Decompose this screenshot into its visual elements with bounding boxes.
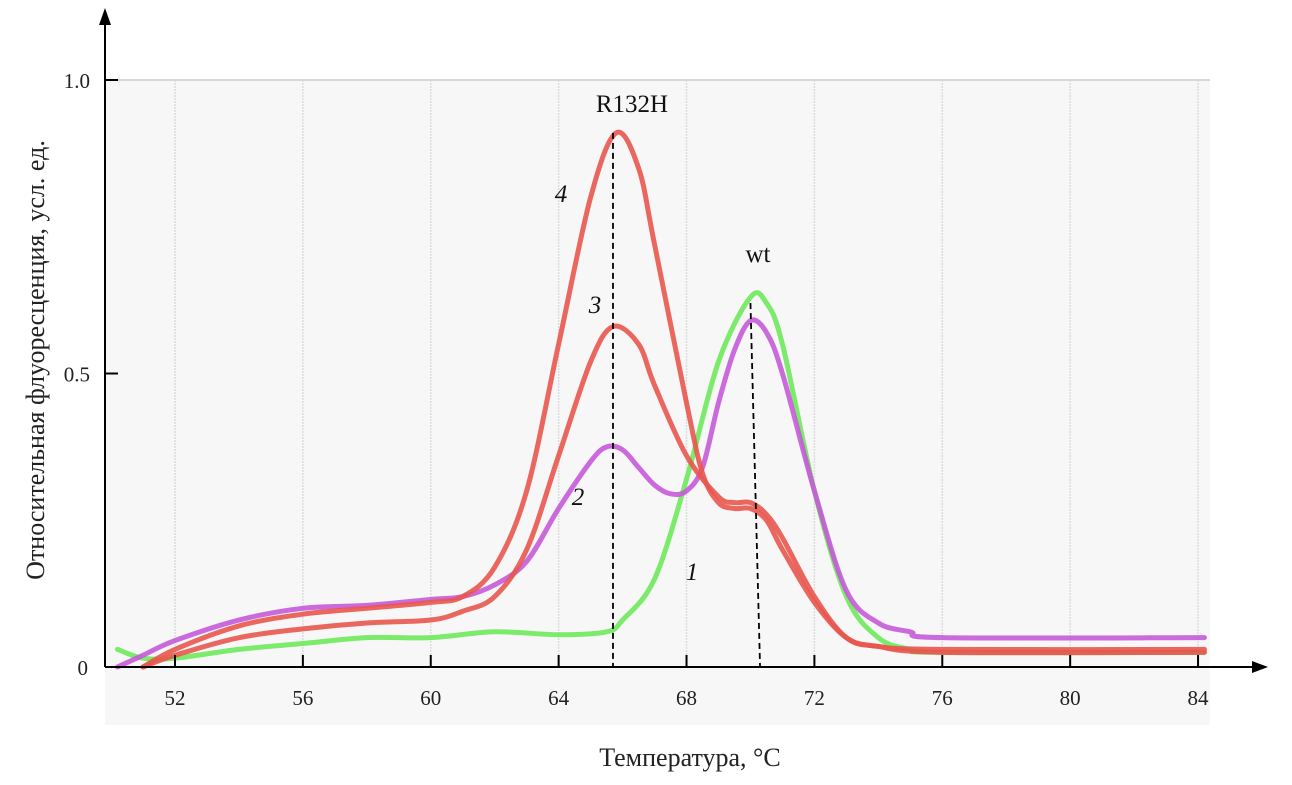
x-tick-label: 80	[1060, 686, 1081, 710]
x-tick-label: 72	[804, 686, 825, 710]
x-tick-label: 68	[676, 686, 697, 710]
series-4-line	[140, 129, 1207, 670]
x-tick-label: 76	[932, 686, 953, 710]
y-axis-arrow	[99, 8, 111, 25]
x-tick-label: 60	[420, 686, 441, 710]
series-1-label: 1	[686, 559, 699, 586]
plot-background	[105, 80, 1210, 725]
series-2-label: 2	[572, 484, 585, 511]
series-4-label: 4	[555, 181, 568, 208]
annotation-r132h: R132H	[596, 91, 668, 118]
y-tick-label: 1.0	[64, 69, 90, 93]
x-tick-label: 84	[1188, 686, 1210, 710]
y-tick-label: 0	[78, 656, 89, 680]
annotation-wt: wt	[746, 241, 771, 268]
wt-peak-marker	[749, 303, 761, 668]
x-axis-arrow	[1252, 661, 1268, 673]
y-tick-label: 0.5	[64, 363, 90, 387]
x-tick-label: 52	[165, 686, 186, 710]
x-tick-label: 64	[548, 686, 570, 710]
y-axis-label: Относительная флуоресценция, усл. ед.	[21, 140, 50, 580]
x-tick-label: 56	[292, 686, 313, 710]
x-axis-label: Температура, °С	[599, 743, 781, 772]
series-3-label: 3	[588, 292, 602, 319]
series-2-line	[114, 317, 1207, 670]
